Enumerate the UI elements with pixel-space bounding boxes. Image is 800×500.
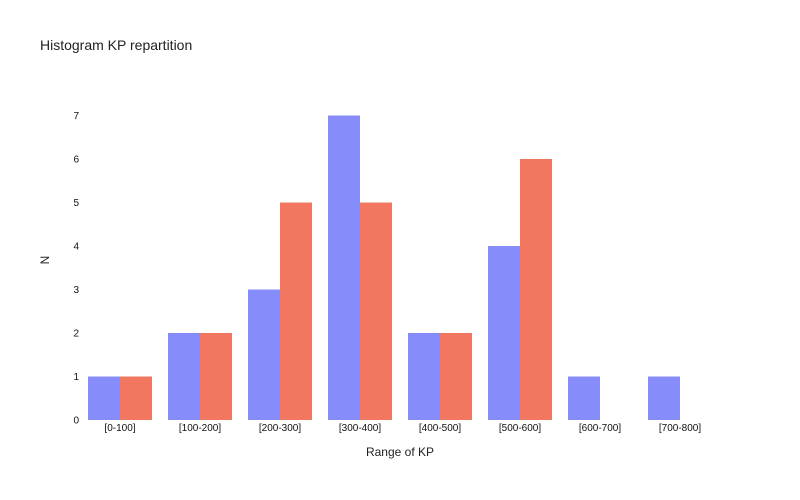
x-tick-label: [300-400] — [339, 423, 381, 434]
y-tick-label: 5 — [73, 198, 79, 209]
bar-series2-[400-500] — [440, 333, 472, 420]
chart-title: Histogram KP repartition — [40, 37, 193, 53]
bar-series1-[0-100] — [88, 376, 120, 420]
bar-series1-[200-300] — [248, 289, 280, 420]
bar-series2-[300-400] — [360, 202, 392, 420]
bar-series1-[100-200] — [168, 333, 200, 420]
y-axis-title: N — [38, 256, 52, 265]
bar-series1-[500-600] — [488, 246, 520, 420]
x-tick-label: [200-300] — [259, 423, 301, 434]
bars-layer — [88, 115, 680, 420]
bar-series2-[200-300] — [280, 202, 312, 420]
bar-series2-[0-100] — [120, 376, 152, 420]
y-tick-label: 2 — [73, 329, 79, 340]
bar-series1-[400-500] — [408, 333, 440, 420]
bar-series1-[600-700] — [568, 376, 600, 420]
y-tick-label: 3 — [73, 285, 79, 296]
y-axis-ticks: 0 1 2 3 4 5 6 7 — [73, 111, 79, 427]
bar-series1-[700-800] — [648, 376, 680, 420]
y-tick-label: 4 — [73, 242, 79, 253]
y-tick-label: 1 — [73, 372, 79, 383]
x-tick-label: [700-800] — [659, 423, 701, 434]
y-tick-label: 0 — [73, 416, 79, 427]
x-tick-label: [600-700] — [579, 423, 621, 434]
bar-series2-[500-600] — [520, 159, 552, 420]
bar-series1-[300-400] — [328, 115, 360, 420]
bar-series2-[100-200] — [200, 333, 232, 420]
x-axis-title: Range of KP — [366, 445, 434, 459]
x-axis-ticks: [0-100] [100-200] [200-300] [300-400] [400-5… — [104, 423, 701, 434]
y-tick-label: 6 — [73, 155, 79, 166]
x-tick-label: [500-600] — [499, 423, 541, 434]
x-tick-label: [400-500] — [419, 423, 461, 434]
x-tick-label: [100-200] — [179, 423, 221, 434]
x-tick-label: [0-100] — [104, 423, 135, 434]
y-tick-label: 7 — [73, 111, 79, 122]
